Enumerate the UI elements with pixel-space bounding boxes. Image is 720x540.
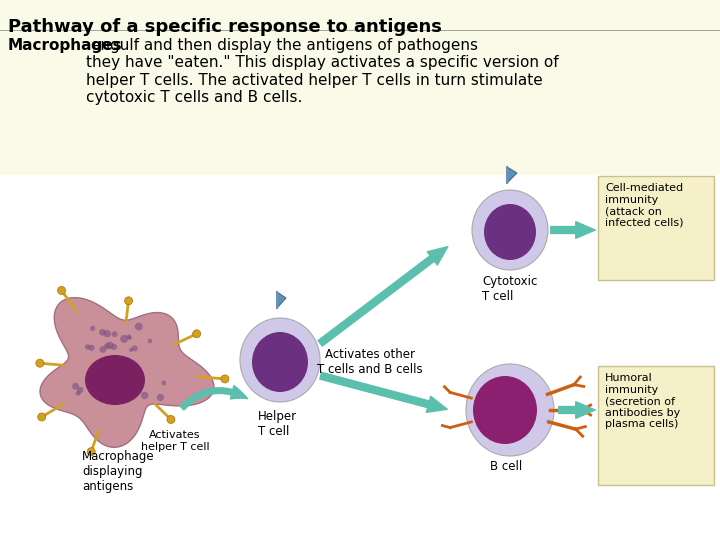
- Ellipse shape: [85, 355, 145, 405]
- Circle shape: [76, 390, 81, 396]
- Circle shape: [89, 345, 94, 351]
- Circle shape: [135, 322, 143, 330]
- Polygon shape: [277, 292, 286, 308]
- Circle shape: [120, 367, 123, 372]
- Circle shape: [221, 375, 229, 383]
- Text: Humoral
immunity
(secretion of
antibodies by
plasma cells): Humoral immunity (secretion of antibodie…: [605, 373, 680, 429]
- Circle shape: [167, 415, 175, 423]
- Circle shape: [161, 381, 166, 386]
- Circle shape: [37, 413, 45, 421]
- Circle shape: [86, 383, 90, 387]
- Circle shape: [125, 297, 132, 305]
- Ellipse shape: [240, 318, 320, 402]
- Circle shape: [104, 343, 110, 349]
- Text: Macrophages: Macrophages: [8, 38, 122, 53]
- Circle shape: [107, 342, 114, 349]
- Circle shape: [58, 286, 66, 294]
- FancyBboxPatch shape: [0, 0, 720, 175]
- Text: Macrophage
displaying
antigens: Macrophage displaying antigens: [82, 450, 155, 493]
- Circle shape: [132, 346, 138, 352]
- Ellipse shape: [472, 190, 548, 270]
- FancyBboxPatch shape: [598, 176, 714, 280]
- Circle shape: [90, 326, 95, 331]
- Circle shape: [85, 344, 90, 349]
- Circle shape: [99, 329, 106, 336]
- Circle shape: [148, 339, 153, 343]
- Ellipse shape: [484, 204, 536, 260]
- Circle shape: [112, 331, 117, 337]
- Text: B cell: B cell: [490, 460, 522, 473]
- Ellipse shape: [473, 376, 537, 444]
- Text: Cell-mediated
immunity
(attack on
infected cells): Cell-mediated immunity (attack on infect…: [605, 183, 683, 228]
- Circle shape: [99, 346, 107, 353]
- Circle shape: [72, 383, 79, 389]
- Circle shape: [138, 381, 143, 385]
- Circle shape: [104, 330, 111, 338]
- Circle shape: [127, 392, 131, 396]
- FancyBboxPatch shape: [598, 366, 714, 485]
- FancyArrowPatch shape: [551, 221, 595, 238]
- Ellipse shape: [466, 364, 554, 456]
- Circle shape: [105, 393, 112, 400]
- Text: Pathway of a specific response to antigens: Pathway of a specific response to antige…: [8, 18, 442, 36]
- Polygon shape: [507, 167, 517, 183]
- Text: Cytotoxic
T cell: Cytotoxic T cell: [482, 275, 537, 303]
- Circle shape: [141, 392, 148, 399]
- Circle shape: [120, 335, 128, 343]
- FancyArrowPatch shape: [180, 386, 248, 410]
- Circle shape: [127, 336, 132, 340]
- Circle shape: [77, 387, 84, 393]
- Text: engulf and then display the antigens of pathogens
they have "eaten." This displa: engulf and then display the antigens of …: [86, 38, 559, 105]
- Circle shape: [157, 394, 164, 401]
- Circle shape: [114, 381, 119, 386]
- Text: Activates
helper T cell: Activates helper T cell: [140, 430, 210, 451]
- FancyArrowPatch shape: [318, 247, 448, 346]
- Circle shape: [36, 359, 44, 367]
- Circle shape: [87, 448, 95, 456]
- Text: Helper
T cell: Helper T cell: [258, 410, 297, 438]
- Ellipse shape: [252, 332, 308, 392]
- Circle shape: [129, 348, 133, 352]
- FancyArrowPatch shape: [320, 373, 447, 413]
- FancyArrowPatch shape: [559, 402, 595, 418]
- FancyBboxPatch shape: [0, 175, 720, 540]
- Circle shape: [130, 389, 135, 395]
- Text: Activates other
T cells and B cells: Activates other T cells and B cells: [318, 348, 423, 376]
- Polygon shape: [40, 298, 214, 447]
- Circle shape: [193, 330, 201, 338]
- Circle shape: [127, 334, 131, 339]
- Circle shape: [111, 343, 117, 350]
